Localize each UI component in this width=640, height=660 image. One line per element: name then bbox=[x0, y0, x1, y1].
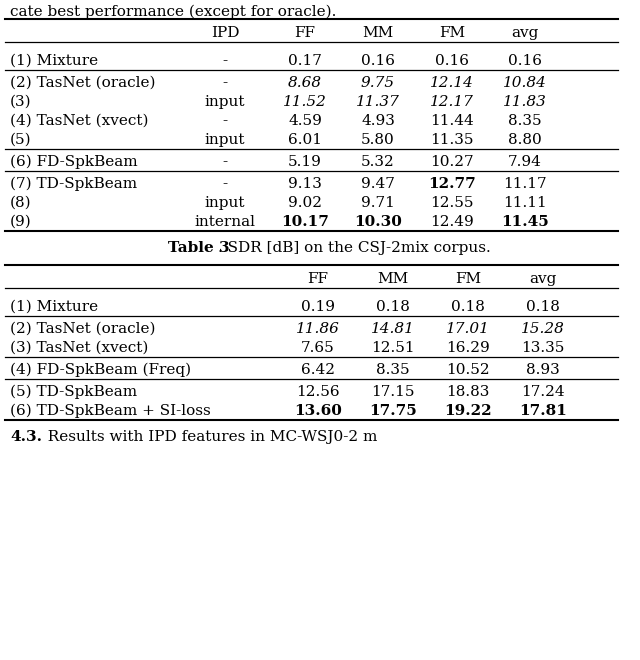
Text: 0.18: 0.18 bbox=[376, 300, 410, 314]
Text: 6.01: 6.01 bbox=[288, 133, 322, 147]
Text: Table 3: Table 3 bbox=[168, 241, 230, 255]
Text: internal: internal bbox=[195, 215, 255, 229]
Text: 0.16: 0.16 bbox=[435, 54, 469, 68]
Text: 0.19: 0.19 bbox=[301, 300, 335, 314]
Text: -: - bbox=[223, 76, 228, 90]
Text: 7.94: 7.94 bbox=[508, 155, 542, 169]
Text: 0.16: 0.16 bbox=[508, 54, 542, 68]
Text: 15.28: 15.28 bbox=[521, 322, 565, 336]
Text: 8.35: 8.35 bbox=[508, 114, 542, 128]
Text: 10.52: 10.52 bbox=[446, 363, 490, 377]
Text: 7.65: 7.65 bbox=[301, 341, 335, 355]
Text: (3): (3) bbox=[10, 95, 31, 109]
Text: 4.3.: 4.3. bbox=[10, 430, 42, 444]
Text: input: input bbox=[205, 196, 245, 210]
Text: 5.19: 5.19 bbox=[288, 155, 322, 169]
Text: -: - bbox=[223, 54, 228, 68]
Text: 12.77: 12.77 bbox=[428, 177, 476, 191]
Text: (1) Mixture: (1) Mixture bbox=[10, 300, 98, 314]
Text: input: input bbox=[205, 133, 245, 147]
Text: FM: FM bbox=[439, 26, 465, 40]
Text: 8.35: 8.35 bbox=[376, 363, 410, 377]
Text: 11.37: 11.37 bbox=[356, 95, 400, 109]
Text: MM: MM bbox=[378, 272, 408, 286]
Text: (5) TD-SpkBeam: (5) TD-SpkBeam bbox=[10, 385, 137, 399]
Text: (5): (5) bbox=[10, 133, 31, 147]
Text: 12.51: 12.51 bbox=[371, 341, 415, 355]
Text: 11.83: 11.83 bbox=[503, 95, 547, 109]
Text: 18.83: 18.83 bbox=[446, 385, 490, 399]
Text: . SDR [dB] on the CSJ-2mix corpus.: . SDR [dB] on the CSJ-2mix corpus. bbox=[218, 241, 491, 255]
Text: 11.35: 11.35 bbox=[430, 133, 474, 147]
Text: 9.02: 9.02 bbox=[288, 196, 322, 210]
Text: 11.45: 11.45 bbox=[501, 215, 549, 229]
Text: FF: FF bbox=[294, 26, 316, 40]
Text: 12.56: 12.56 bbox=[296, 385, 340, 399]
Text: -: - bbox=[223, 114, 228, 128]
Text: input: input bbox=[205, 95, 245, 109]
Text: 16.29: 16.29 bbox=[446, 341, 490, 355]
Text: 17.15: 17.15 bbox=[371, 385, 415, 399]
Text: IPD: IPD bbox=[211, 26, 239, 40]
Text: 10.17: 10.17 bbox=[281, 215, 329, 229]
Text: FF: FF bbox=[307, 272, 328, 286]
Text: 8.68: 8.68 bbox=[288, 76, 322, 90]
Text: (1) Mixture: (1) Mixture bbox=[10, 54, 98, 68]
Text: 8.80: 8.80 bbox=[508, 133, 542, 147]
Text: (3) TasNet (xvect): (3) TasNet (xvect) bbox=[10, 341, 148, 355]
Text: 5.80: 5.80 bbox=[361, 133, 395, 147]
Text: avg: avg bbox=[529, 272, 557, 286]
Text: (4) FD-SpkBeam (Freq): (4) FD-SpkBeam (Freq) bbox=[10, 363, 191, 378]
Text: 14.81: 14.81 bbox=[371, 322, 415, 336]
Text: (9): (9) bbox=[10, 215, 32, 229]
Text: FM: FM bbox=[455, 272, 481, 286]
Text: 12.17: 12.17 bbox=[430, 95, 474, 109]
Text: 12.49: 12.49 bbox=[430, 215, 474, 229]
Text: 10.84: 10.84 bbox=[503, 76, 547, 90]
Text: 9.47: 9.47 bbox=[361, 177, 395, 191]
Text: (2) TasNet (oracle): (2) TasNet (oracle) bbox=[10, 76, 156, 90]
Text: 0.18: 0.18 bbox=[451, 300, 485, 314]
Text: 9.75: 9.75 bbox=[361, 76, 395, 90]
Text: 5.32: 5.32 bbox=[361, 155, 395, 169]
Text: 0.16: 0.16 bbox=[361, 54, 395, 68]
Text: 9.13: 9.13 bbox=[288, 177, 322, 191]
Text: 19.22: 19.22 bbox=[444, 404, 492, 418]
Text: 17.01: 17.01 bbox=[446, 322, 490, 336]
Text: 10.27: 10.27 bbox=[430, 155, 474, 169]
Text: (4) TasNet (xvect): (4) TasNet (xvect) bbox=[10, 114, 148, 128]
Text: 17.81: 17.81 bbox=[519, 404, 567, 418]
Text: 0.18: 0.18 bbox=[526, 300, 560, 314]
Text: 11.11: 11.11 bbox=[503, 196, 547, 210]
Text: 12.14: 12.14 bbox=[430, 76, 474, 90]
Text: MM: MM bbox=[362, 26, 394, 40]
Text: -: - bbox=[223, 155, 228, 169]
Text: 11.52: 11.52 bbox=[283, 95, 327, 109]
Text: (8): (8) bbox=[10, 196, 31, 210]
Text: (6) FD-SpkBeam: (6) FD-SpkBeam bbox=[10, 155, 138, 169]
Text: avg: avg bbox=[511, 26, 539, 40]
Text: 10.30: 10.30 bbox=[354, 215, 402, 229]
Text: (6) TD-SpkBeam + SI-loss: (6) TD-SpkBeam + SI-loss bbox=[10, 404, 211, 418]
Text: 11.44: 11.44 bbox=[430, 114, 474, 128]
Text: (7) TD-SpkBeam: (7) TD-SpkBeam bbox=[10, 177, 137, 191]
Text: 13.60: 13.60 bbox=[294, 404, 342, 418]
Text: Results with IPD features in MC-WSJ0-2 m: Results with IPD features in MC-WSJ0-2 m bbox=[38, 430, 378, 444]
Text: 17.75: 17.75 bbox=[369, 404, 417, 418]
Text: 4.93: 4.93 bbox=[361, 114, 395, 128]
Text: 4.59: 4.59 bbox=[288, 114, 322, 128]
Text: cate best performance (except for oracle).: cate best performance (except for oracle… bbox=[10, 5, 337, 19]
Text: 6.42: 6.42 bbox=[301, 363, 335, 377]
Text: (2) TasNet (oracle): (2) TasNet (oracle) bbox=[10, 322, 156, 336]
Text: 11.86: 11.86 bbox=[296, 322, 340, 336]
Text: -: - bbox=[223, 177, 228, 191]
Text: 9.71: 9.71 bbox=[361, 196, 395, 210]
Text: 0.17: 0.17 bbox=[288, 54, 322, 68]
Text: 12.55: 12.55 bbox=[430, 196, 474, 210]
Text: 13.35: 13.35 bbox=[522, 341, 564, 355]
Text: 8.93: 8.93 bbox=[526, 363, 560, 377]
Text: 17.24: 17.24 bbox=[521, 385, 565, 399]
Text: 11.17: 11.17 bbox=[503, 177, 547, 191]
